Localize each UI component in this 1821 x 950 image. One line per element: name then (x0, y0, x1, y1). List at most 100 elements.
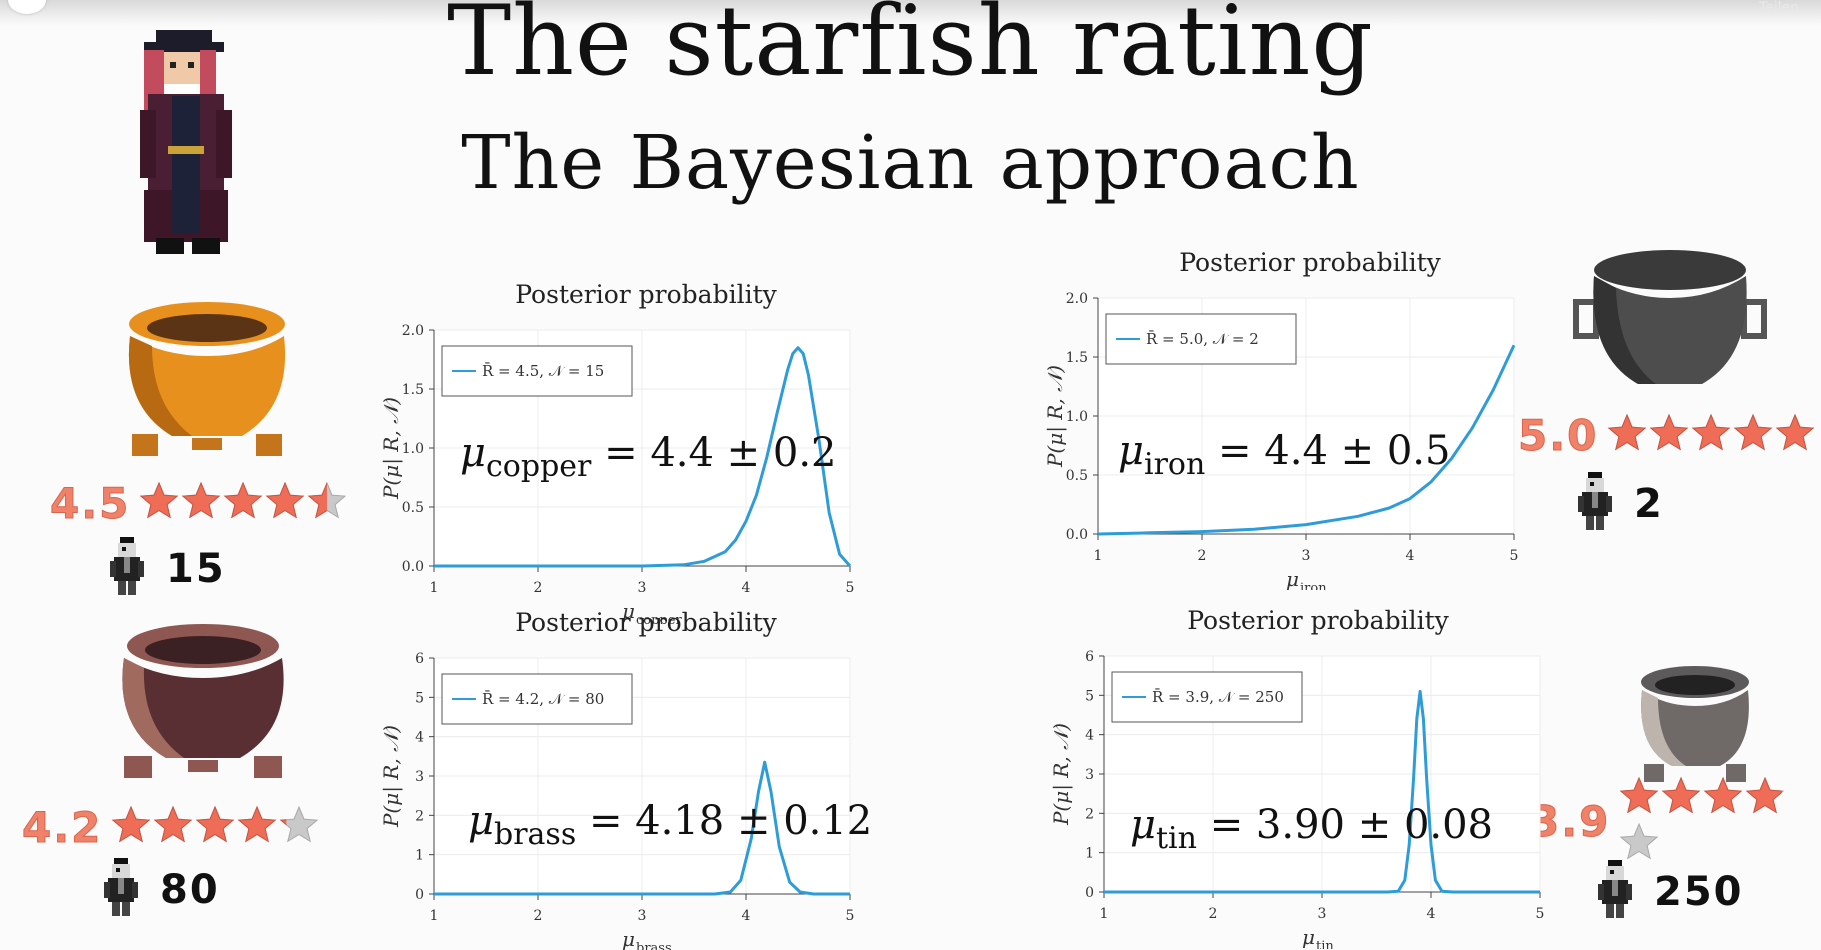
y-tick-label: 5 (415, 690, 424, 706)
x-axis-label: μ (1302, 925, 1315, 949)
x-tick-label: 4 (742, 580, 751, 596)
y-tick-label: 6 (415, 651, 424, 667)
starfish-icon (1704, 776, 1743, 814)
rating-value: 4.5 (49, 478, 131, 528)
chart-legend: R̄ = 4.2, 𝒩 = 80 (441, 673, 633, 725)
x-axis-label: μ (622, 927, 635, 950)
plot-title: Posterior probability (515, 280, 777, 309)
reviewer-count: 2 (1634, 481, 1664, 527)
x-tick-label: 1 (430, 908, 439, 924)
starfish-icon (1662, 776, 1701, 814)
y-tick-label: 2.0 (1066, 291, 1088, 307)
starfish-icon (112, 805, 151, 843)
y-tick-label: 5 (1085, 688, 1094, 704)
starfish-icon (1734, 413, 1773, 451)
x-tick-label: 1 (1094, 548, 1103, 564)
x-tick-label: 3 (638, 908, 647, 924)
copper-rating: 4.5 (49, 478, 348, 528)
star-row (1606, 412, 1816, 458)
starfish-icon (196, 805, 235, 843)
starfish-icon (1620, 776, 1659, 814)
plot-title: Posterior probability (515, 608, 777, 637)
copper-result: μcopper = 4.4 ± 0.2 (460, 430, 837, 484)
copper-reviewer-count: 15 (110, 537, 226, 601)
posterior-series-line (434, 346, 852, 568)
legend-entry: R̄ = 5.0, 𝒩 = 2 (1146, 330, 1259, 348)
tin-plot: Posterior probability (1088, 606, 1548, 635)
starfish-icon (140, 481, 179, 519)
y-tick-label: 0.0 (402, 559, 424, 575)
x-tick-label: 3 (1302, 548, 1311, 564)
starfish-icon (1776, 413, 1815, 451)
tin-result: μtin = 3.90 ± 0.08 (1130, 802, 1494, 856)
posterior-series-line (1097, 344, 1516, 536)
x-tick-label: 2 (1209, 906, 1218, 922)
reviewer-count: 15 (166, 546, 226, 592)
starfish-icon (308, 481, 347, 519)
starfish-icon (1608, 413, 1647, 451)
x-tick-label: 5 (846, 908, 855, 924)
brass-cauldron-icon (122, 624, 284, 778)
y-tick-label: 1.0 (402, 441, 424, 457)
y-tick-label: 0 (415, 887, 424, 903)
copper-plot: Posterior probability (416, 280, 876, 309)
y-tick-label: 2 (415, 808, 424, 824)
x-axis-label: μ (622, 599, 635, 623)
x-tick-label: 5 (1510, 548, 1519, 564)
avatar[interactable] (8, 0, 46, 14)
y-tick-label: 3 (415, 769, 424, 785)
y-tick-label: 6 (1085, 649, 1094, 665)
x-tick-label: 3 (638, 580, 647, 596)
posterior-series-line (434, 760, 850, 896)
y-axis-label: P(μ| R, 𝒩) (379, 725, 404, 828)
chart-legend: R̄ = 4.5, 𝒩 = 15 (441, 345, 633, 397)
copper-posterior-chart: 1 2 3 4 5 0.0 0.5 1.0 1.5 2.0 R̄ = 4.5, 𝒩 = 15 μ cop… (379, 323, 854, 624)
starfish-icon (1620, 822, 1659, 860)
x-tick-label: 2 (534, 580, 543, 596)
starfish-icon (280, 805, 319, 843)
y-tick-label: 1.5 (402, 382, 424, 398)
iron-reviewer-count: 2 (1578, 472, 1664, 536)
y-tick-label: 2.0 (402, 323, 424, 339)
y-tick-label: 1 (1085, 846, 1094, 862)
copper-cauldron-icon (128, 302, 286, 456)
reviewer-count: 250 (1654, 869, 1744, 915)
y-tick-label: 1 (415, 848, 424, 864)
tin-cauldron-icon (1641, 666, 1749, 782)
starfish-icon (154, 805, 193, 843)
legend-entry: R̄ = 4.5, 𝒩 = 15 (482, 362, 604, 380)
tin-reviewer-count: 250 (1598, 860, 1744, 924)
posterior-series-line (1104, 689, 1540, 894)
video-top-bar (0, 0, 1821, 26)
slide-subtitle: The Bayesian approach (461, 120, 1360, 206)
pirate-person-icon (110, 537, 144, 601)
x-tick-label: 3 (1318, 906, 1327, 922)
y-tick-label: 0.0 (1066, 527, 1088, 543)
y-tick-label: 3 (1085, 767, 1094, 783)
pirate-girl-icon (140, 30, 232, 254)
x-axis-label-subscript: iron (1300, 581, 1327, 590)
x-tick-label: 1 (430, 580, 439, 596)
pirate-person-icon (104, 858, 138, 922)
plot-title: Posterior probability (1187, 606, 1449, 635)
pirate-person-icon (1578, 472, 1612, 536)
brass-rating: 4.2 (21, 802, 320, 852)
x-axis-label: μ (1286, 567, 1299, 590)
x-tick-label: 2 (534, 908, 543, 924)
y-tick-label: 4 (415, 730, 424, 746)
chart-legend: R̄ = 3.9, 𝒩 = 250 (1111, 671, 1303, 723)
share-button[interactable]: Teilen (1758, 0, 1799, 16)
y-axis-label: P(μ| R, 𝒩) (1049, 723, 1074, 826)
pirate-person-icon (1598, 860, 1632, 924)
y-axis-label: P(μ| R, 𝒩) (379, 397, 404, 500)
slide-title: The starfish rating (447, 0, 1374, 97)
y-tick-label: 0 (1085, 885, 1094, 901)
x-tick-label: 4 (742, 908, 751, 924)
brass-result: μbrass = 4.18 ± 0.12 (468, 798, 873, 852)
brass-reviewer-count: 80 (104, 858, 220, 922)
legend-entry: R̄ = 4.2, 𝒩 = 80 (482, 690, 604, 708)
y-tick-label: 0.5 (402, 500, 424, 516)
starfish-icon (224, 481, 263, 519)
